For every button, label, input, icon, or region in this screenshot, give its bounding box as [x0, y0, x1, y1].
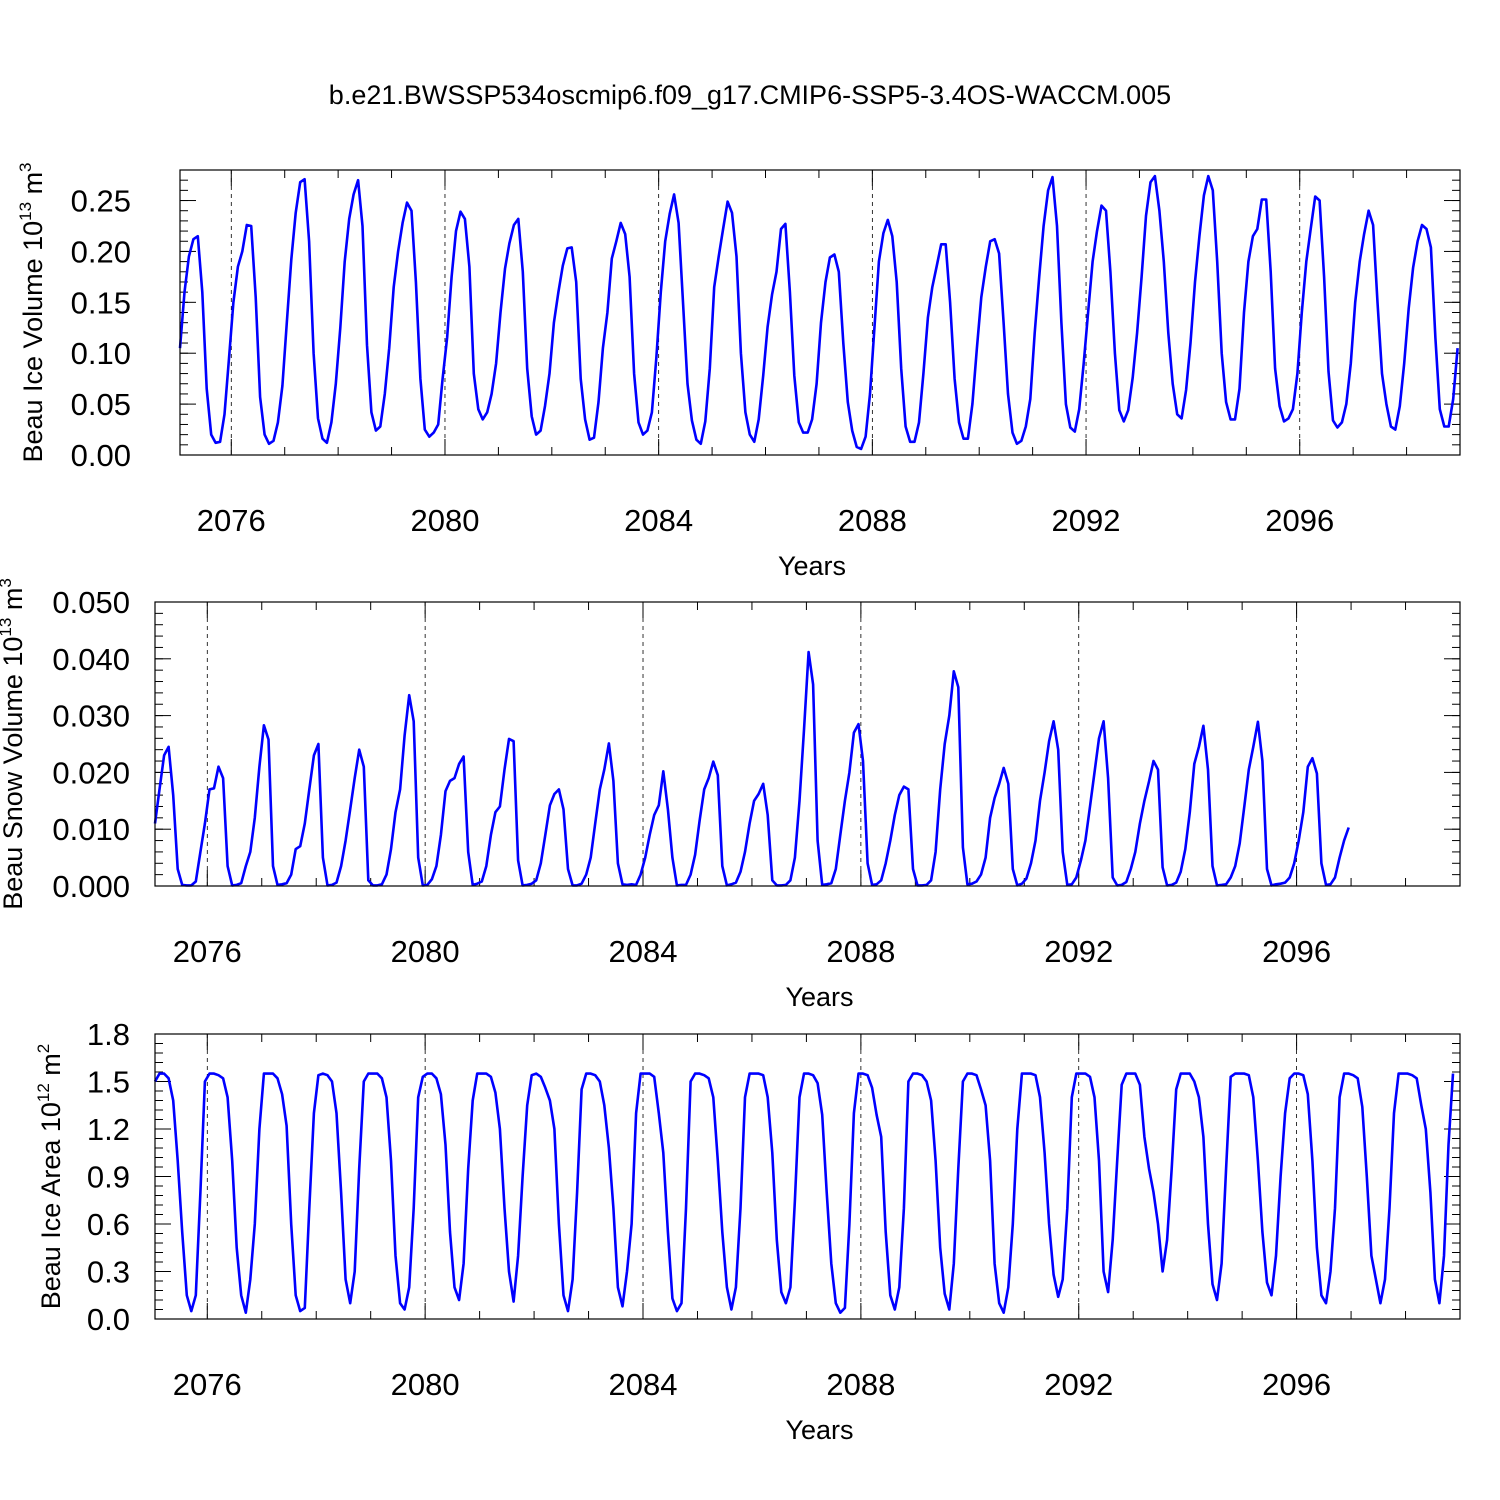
ice-area-ytick-label: 0.0: [87, 1302, 130, 1337]
snow-volume-xtick-label: 2088: [826, 934, 895, 969]
ice-area-ytick-label: 1.5: [87, 1065, 130, 1100]
ice-volume-plot-frame: [179, 169, 1461, 456]
ice-volume-series-line: [178, 174, 1459, 451]
ice-area-series-line: [153, 1072, 1455, 1314]
ice-area-xtick-label: 2088: [826, 1367, 895, 1402]
ice-area-xtick-label: 2096: [1262, 1367, 1331, 1402]
ice-volume-panel: 2076 2080 2084 2088 2092 2096 0.00 0.05 0.10 0.15…: [16, 162, 1461, 581]
snow-volume-xtick-label: 2076: [173, 934, 242, 969]
snow-volume-plot-frame: [154, 601, 1461, 887]
snow-volume-ytick-label: 0.040: [52, 642, 130, 677]
snow-volume-xlabel: Years: [785, 982, 853, 1012]
ice-volume-ytick-label: 0.10: [71, 336, 131, 371]
ice-volume-xlabel: Years: [778, 551, 846, 581]
ice-volume-ytick-label: 0.05: [71, 387, 131, 422]
ice-volume-xtick-label: 2084: [624, 503, 693, 538]
ice-area-ytick-label: 1.2: [87, 1112, 130, 1147]
figure-title: b.e21.BWSSP534oscmip6.f09_g17.CMIP6-SSP5…: [328, 80, 1172, 110]
snow-volume-xtick-label: 2096: [1262, 934, 1331, 969]
ice-area-ytick-label: 0.9: [87, 1160, 130, 1195]
ice-volume-ytick-label: 0.25: [71, 184, 131, 219]
snow-volume-ytick-label: 0.050: [52, 585, 130, 620]
ice-volume-ytick-label: 0.15: [71, 285, 131, 320]
ice-volume-xtick-label: 2088: [838, 503, 907, 538]
ice-area-xtick-label: 2080: [391, 1367, 460, 1402]
snow-volume-xtick-label: 2092: [1044, 934, 1113, 969]
ice-area-plot-frame: [154, 1033, 1461, 1320]
ice-volume-ylabel: Beau Ice Volume 1013 m3: [16, 162, 48, 462]
ice-area-xtick-label: 2084: [609, 1367, 678, 1402]
ice-area-xtick-label: 2092: [1044, 1367, 1113, 1402]
snow-volume-ytick-label: 0.020: [52, 755, 130, 790]
ice-area-panel: 2076 2080 2084 2088 2092 2096 0.0 0.3 0.6 0.9 1.2 1…: [34, 1017, 1461, 1445]
snow-volume-series-line: [153, 650, 1350, 887]
ice-volume-xtick-label: 2080: [410, 503, 479, 538]
snow-volume-ytick-label: 0.000: [52, 869, 130, 904]
ice-area-xlabel: Years: [785, 1415, 853, 1445]
snow-volume-ytick-label: 0.010: [52, 812, 130, 847]
ice-area-ytick-label: 1.8: [87, 1017, 130, 1052]
ice-volume-ytick-label: 0.20: [71, 234, 131, 269]
ice-volume-ytick-label: 0.00: [71, 438, 131, 473]
ice-area-ylabel: Beau Ice Area 1012 m2: [34, 1044, 66, 1310]
snow-volume-ylabel: Beau Snow Volume 1013 m3: [0, 578, 28, 910]
snow-volume-panel: 2076 2080 2084 2088 2092 2096 0.000 0.010 0.020 0…: [0, 578, 1461, 1012]
ice-volume-xtick-label: 2076: [197, 503, 266, 538]
ice-volume-xtick-label: 2096: [1265, 503, 1334, 538]
snow-volume-ytick-label: 0.030: [52, 699, 130, 734]
ice-volume-xtick-label: 2092: [1052, 503, 1121, 538]
snow-volume-xtick-label: 2084: [609, 934, 678, 969]
snow-volume-xtick-label: 2080: [391, 934, 460, 969]
ice-area-ytick-label: 0.3: [87, 1255, 130, 1290]
ice-area-ytick-label: 0.6: [87, 1207, 130, 1242]
ice-area-xtick-label: 2076: [173, 1367, 242, 1402]
